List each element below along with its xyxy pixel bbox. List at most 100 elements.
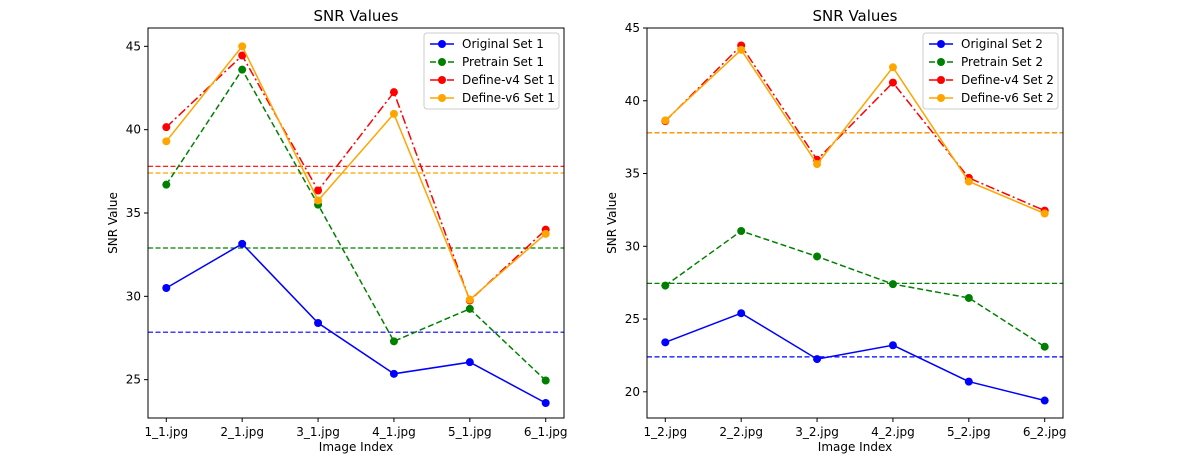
legend-box: [423, 32, 560, 110]
legend-label: Original Set 2: [961, 37, 1043, 51]
x-axis-label: Image Index: [818, 440, 892, 454]
chart-title: SNR Values: [813, 7, 898, 25]
legend-label: Define-v6 Set 1: [462, 91, 555, 105]
chart-panel-1: SNR Values 1_1.jpg 2_1.jpg 3_1.jpg 4_1.jpg 5_…: [106, 7, 568, 454]
x-tick-label: 3_2.jpg: [795, 425, 839, 439]
y-tick-label: 30: [126, 289, 141, 303]
series-line-1: [665, 312, 1045, 402]
x-tick-label: 2_2.jpg: [719, 425, 763, 439]
x-tick-label: 2_1.jpg: [220, 425, 264, 439]
legend: Original Set 1 Pretrain Set 1 Define-v4 Se…: [423, 32, 560, 110]
chart-title: SNR Values: [314, 7, 399, 25]
legend-marker: [937, 40, 945, 48]
series-line-4: [664, 48, 1045, 215]
data-point: [737, 45, 746, 54]
data-point: [737, 309, 746, 318]
legend-marker: [937, 94, 945, 102]
chart-panel-2: SNR Values 1_2.jpg 2_2.jpg 3_2.jpg 4_2.jpg 5_…: [605, 7, 1067, 454]
legend-marker: [937, 58, 945, 66]
data-point: [813, 252, 822, 261]
axes-frame: [646, 27, 1064, 419]
data-point: [238, 42, 247, 51]
y-tick-label: 40: [625, 94, 640, 108]
y-tick-label: 20: [625, 385, 640, 399]
legend-marker: [438, 94, 446, 102]
x-tick-label: 6_2.jpg: [1023, 425, 1067, 439]
y-axis-label: SNR Value: [605, 192, 619, 254]
data-point: [1040, 342, 1049, 351]
data-point: [238, 65, 247, 74]
data-point: [888, 280, 897, 289]
data-point: [162, 180, 171, 189]
y-tick-label: 45: [126, 39, 141, 53]
data-point: [465, 304, 474, 313]
data-point: [888, 341, 897, 350]
x-tick-label: 4_1.jpg: [372, 425, 416, 439]
data-point: [964, 177, 973, 186]
data-point: [162, 123, 171, 132]
x-tick-label: 5_1.jpg: [448, 425, 492, 439]
data-point: [465, 295, 474, 304]
legend-marker: [438, 58, 446, 66]
series-line-2: [664, 230, 1046, 348]
x-axis-label: Image Index: [319, 440, 393, 454]
legend-label: Pretrain Set 1: [462, 55, 544, 69]
data-point: [389, 109, 398, 118]
legend-marker: [438, 40, 446, 48]
x-tick-label: 4_2.jpg: [871, 425, 915, 439]
legend-label: Define-v4 Set 2: [961, 73, 1054, 87]
data-point: [1040, 209, 1049, 218]
series-line-1: [165, 242, 547, 404]
x-tick-label: 1_2.jpg: [643, 425, 687, 439]
y-tick-label: 30: [625, 239, 640, 253]
data-point: [1040, 396, 1049, 405]
data-point: [541, 376, 550, 385]
data-point: [162, 284, 171, 292]
legend-marker: [438, 76, 446, 84]
x-tick-label: 5_2.jpg: [947, 425, 991, 439]
data-point: [813, 160, 822, 169]
y-tick-label: 25: [126, 373, 141, 387]
legend-label: Original Set 1: [462, 37, 544, 51]
data-point: [465, 358, 474, 367]
series-line-3: [664, 44, 1045, 212]
data-point: [389, 88, 398, 97]
axes-frame: [147, 27, 565, 419]
data-point: [964, 293, 973, 302]
x-tick-label: 1_1.jpg: [144, 425, 188, 439]
data-point: [661, 116, 670, 125]
data-point: [541, 229, 550, 238]
data-point: [888, 78, 897, 87]
data-point: [661, 338, 670, 347]
series-line-2: [165, 68, 547, 382]
x-tick-label: 3_1.jpg: [296, 425, 340, 439]
legend-marker: [937, 76, 945, 84]
data-point: [314, 319, 323, 327]
data-point: [389, 369, 398, 378]
x-tick-label: 6_1.jpg: [524, 425, 568, 439]
legend-box: [922, 32, 1059, 110]
data-point: [541, 399, 550, 407]
y-axis-label: SNR Value: [106, 192, 120, 254]
data-point: [314, 196, 323, 205]
data-point: [964, 377, 973, 386]
series-line-3: [165, 54, 547, 302]
data-point: [162, 137, 171, 146]
legend: Original Set 2 Pretrain Set 2 Define-v4 Se…: [922, 32, 1059, 110]
data-point: [389, 337, 398, 346]
data-point: [238, 51, 247, 60]
series-line-4: [165, 44, 547, 301]
data-point: [314, 186, 323, 195]
legend-label: Pretrain Set 2: [961, 55, 1043, 69]
data-point: [888, 63, 897, 72]
data-point: [813, 355, 822, 364]
y-tick-label: 35: [625, 167, 640, 181]
y-tick-label: 40: [126, 123, 141, 137]
data-point: [661, 281, 670, 290]
data-point: [737, 227, 746, 236]
y-tick-label: 25: [625, 312, 640, 326]
legend-label: Define-v6 Set 2: [961, 91, 1054, 105]
y-tick-label: 35: [126, 206, 141, 220]
legend-label: Define-v4 Set 1: [462, 73, 555, 87]
